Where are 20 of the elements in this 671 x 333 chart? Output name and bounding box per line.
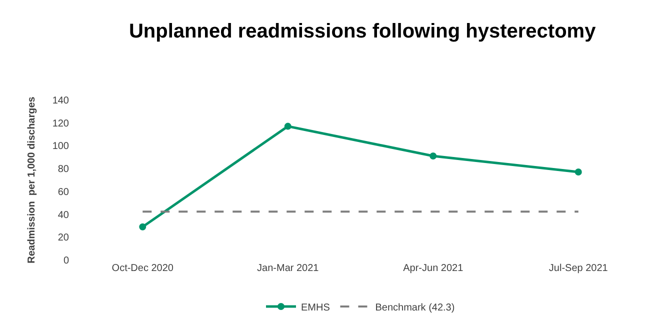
x-tick-label: Apr-Jun 2021	[403, 263, 464, 274]
point	[139, 223, 146, 230]
point	[430, 152, 437, 160]
x-tick-label: Oct-Dec 2020	[112, 263, 174, 274]
x-tick-label: Jul-Sep 2021	[548, 263, 608, 274]
y-tick-label: 80	[58, 164, 70, 176]
y-tick-label: 40	[58, 210, 70, 221]
y-tick-label: 100	[52, 141, 70, 152]
point	[284, 122, 292, 130]
legend-label: Benchmark (42.3)	[375, 302, 455, 314]
y-tick-label: 60	[58, 186, 70, 198]
y-tick-label: 0	[63, 256, 70, 266]
y-tick-label: 120	[52, 118, 70, 130]
chart-title: Unplanned readmissions following hysterectomy	[128, 20, 597, 42]
point	[574, 168, 582, 176]
y-tick-label: 20	[58, 232, 70, 244]
x-tick-label: Jan-Mar 2021	[257, 263, 320, 274]
y-tick-label: 140	[52, 96, 70, 106]
legend-label: EMHS	[301, 302, 330, 314]
y-axis-title: Readmission per 1,000 discharges	[26, 96, 38, 264]
